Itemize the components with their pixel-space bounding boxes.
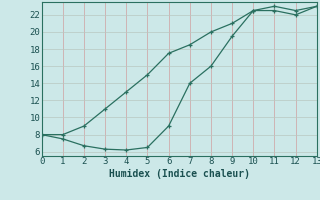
X-axis label: Humidex (Indice chaleur): Humidex (Indice chaleur) bbox=[109, 169, 250, 179]
